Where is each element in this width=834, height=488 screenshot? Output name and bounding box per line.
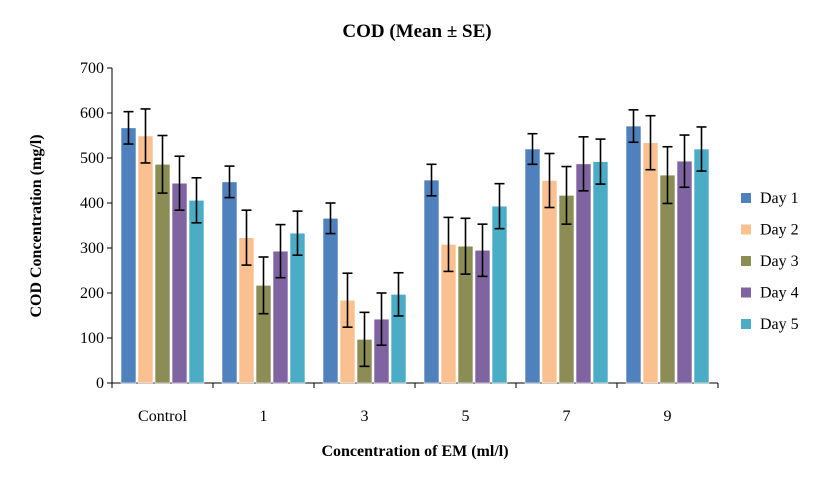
legend-label: Day 2 xyxy=(760,222,799,239)
legend: Day 1 Day 2 Day 3 Day 4 Day 5 xyxy=(741,190,799,333)
bar xyxy=(120,127,137,384)
y-tick-label: 700 xyxy=(80,60,104,77)
chart-title: COD (Mean ± SE) xyxy=(342,21,491,42)
x-tick-label: 7 xyxy=(563,408,571,425)
bar xyxy=(154,164,171,384)
x-tick-label: 3 xyxy=(361,408,369,425)
legend-swatch xyxy=(741,193,751,203)
bar xyxy=(221,181,238,384)
bar xyxy=(676,160,693,384)
legend-swatch xyxy=(741,256,751,266)
bar xyxy=(322,218,339,384)
y-tick-label: 200 xyxy=(80,285,104,302)
bar xyxy=(491,205,508,384)
y-tick-label: 400 xyxy=(80,195,104,212)
x-tick-label: Control xyxy=(138,408,187,425)
y-tick-label: 0 xyxy=(96,375,104,392)
y-tick-label: 500 xyxy=(80,150,104,167)
bar xyxy=(137,135,154,384)
y-tick-label: 300 xyxy=(80,240,104,257)
legend-label: Day 4 xyxy=(760,285,799,302)
x-axis-title: Concentration of EM (ml/l) xyxy=(321,443,508,460)
x-tick-label: 5 xyxy=(462,408,470,425)
plot-area: 0 100 200 300 400 500 600 700 Control 1 3 5 7 9 xyxy=(80,60,719,425)
legend-swatch xyxy=(741,287,751,298)
legend-swatch xyxy=(741,224,751,235)
bar xyxy=(575,163,592,384)
bar xyxy=(642,142,659,384)
x-tick-label: 1 xyxy=(260,408,268,425)
bar xyxy=(625,125,642,384)
bar xyxy=(524,148,541,384)
bar xyxy=(693,148,710,384)
legend-label: Day 1 xyxy=(760,190,799,207)
y-axis-title: COD Concentration (mg/l) xyxy=(28,134,45,317)
bar xyxy=(188,200,205,384)
bar xyxy=(659,174,676,384)
bar xyxy=(592,161,609,384)
x-tick-label: 9 xyxy=(664,408,672,425)
legend-label: Day 5 xyxy=(760,316,799,333)
bar xyxy=(423,179,440,384)
y-tick-label: 100 xyxy=(80,330,104,347)
legend-swatch xyxy=(741,319,751,329)
y-tick-label: 600 xyxy=(80,105,104,122)
legend-label: Day 3 xyxy=(760,253,799,270)
bar xyxy=(541,180,558,384)
bar xyxy=(171,182,188,384)
